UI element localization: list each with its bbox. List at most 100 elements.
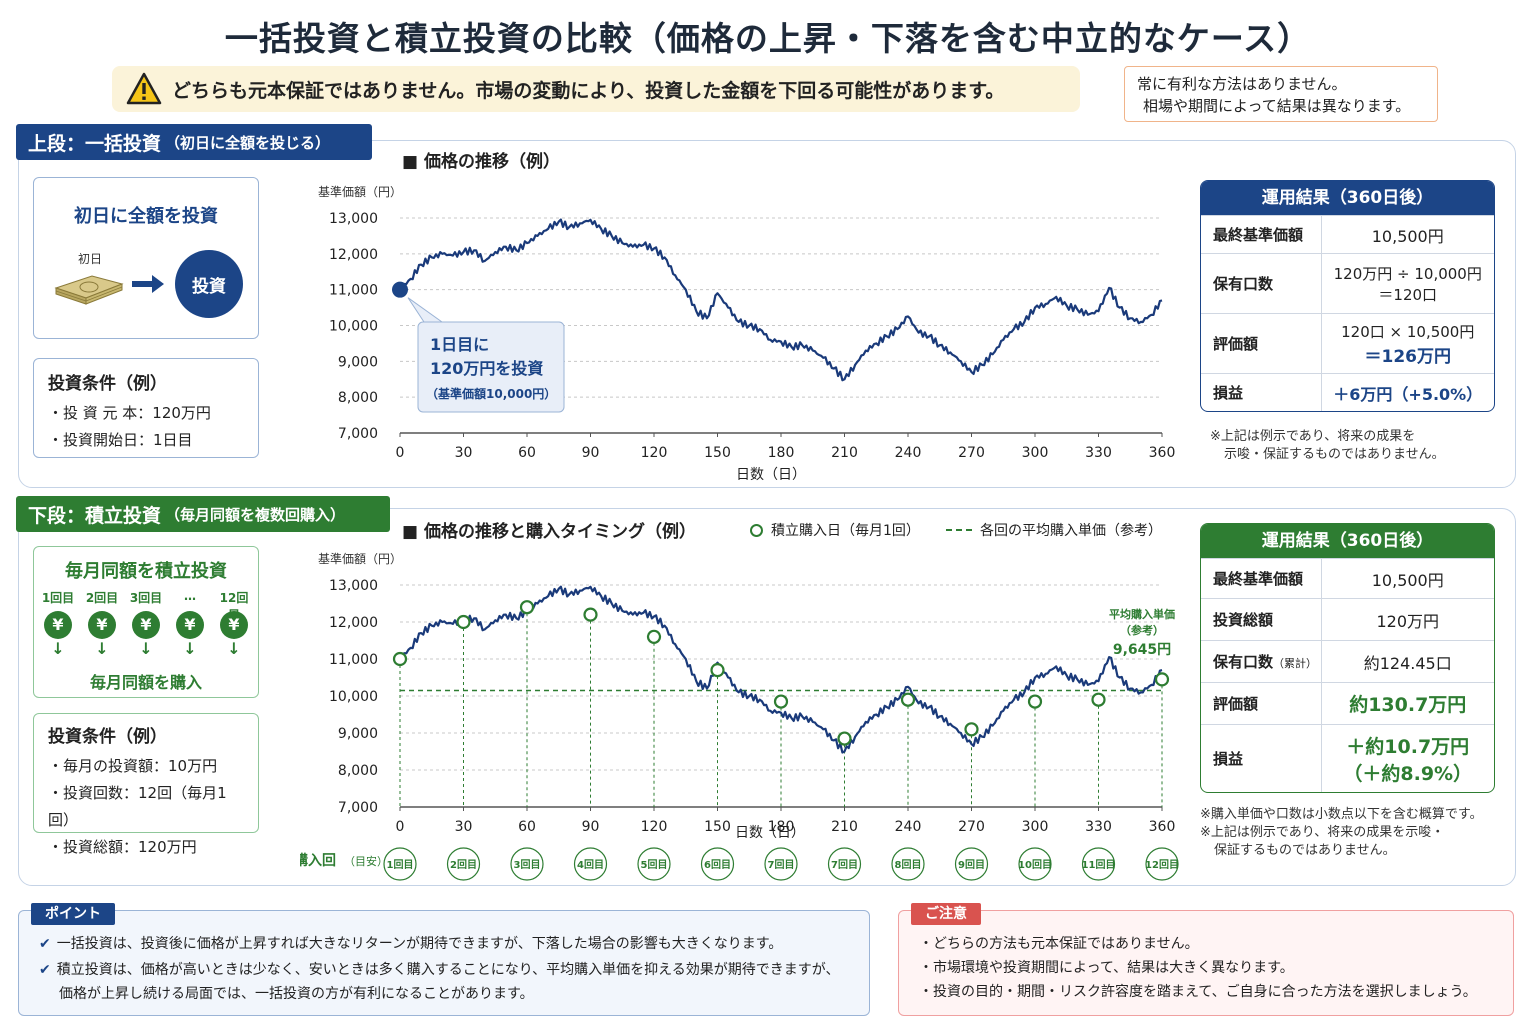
note-line: 相場や期間によって結果は異なります。 bbox=[1143, 97, 1411, 115]
dca-conditions: 投資条件（例） ・毎月の投資額：10万円 ・投資回数：12回（毎月1回） ・投資… bbox=[33, 713, 259, 856]
x-tick-label: 180 bbox=[768, 445, 795, 461]
avg-label: 9,645円 bbox=[1113, 642, 1171, 658]
result-value: ＋約10.7万円 （＋約8.9%） bbox=[1321, 724, 1494, 792]
round-label: 1回目 bbox=[41, 591, 75, 605]
point-box: ポイント ✔ 一括投資は、投資後に価格が上昇すれば大きなリターンが期待できますが、… bbox=[18, 903, 870, 1016]
purchase-point bbox=[1027, 694, 1043, 709]
y-tick-label: 10,000 bbox=[329, 319, 378, 335]
purchase-round-label: 3回目 bbox=[514, 859, 541, 871]
footnote-line: ※購入単価や口数は小数点以下を含む概算です。 bbox=[1200, 807, 1483, 822]
result-key: 最終基準価額 bbox=[1201, 215, 1322, 254]
result-value-line: （＋約8.9%） bbox=[1343, 762, 1473, 785]
lump-sum-illustration: 初日に全額を投資 初日 投資 bbox=[33, 177, 259, 339]
result-key: 損益 bbox=[1201, 724, 1322, 792]
page-title: 一括投資と積立投資の比較（価格の上昇・下落を含む中立的なケース） bbox=[224, 19, 1312, 58]
y-tick-label: 7,000 bbox=[338, 800, 378, 816]
x-tick-label: 240 bbox=[895, 445, 922, 461]
purchase-round-badge bbox=[383, 847, 417, 881]
result-value: ＋6万円（+5.0%） bbox=[1321, 373, 1494, 411]
purchase-round-label: 10回目 bbox=[1018, 859, 1052, 871]
x-tick-label: 360 bbox=[1149, 819, 1176, 835]
result-value-line: ＋約10.7万円 bbox=[1346, 735, 1470, 758]
yen-coin-icon: ¥ bbox=[44, 611, 72, 639]
purchase-point bbox=[900, 692, 916, 707]
result-value: 10,500円 bbox=[1321, 558, 1494, 599]
x-tick-label: 120 bbox=[641, 445, 668, 461]
point-line: ✔ 一括投資は、投資後に価格が上昇すれば大きなリターンが期待できますが、下落した場… bbox=[39, 933, 782, 955]
footnote-line: ※上記は例示であり、将来の成果を bbox=[1210, 429, 1416, 444]
purchase-round-badge bbox=[446, 847, 481, 881]
note-top: 常に有利な方法はありません。 相場や期間によって結果は異なります。 bbox=[1124, 66, 1438, 122]
purchase-round-badge bbox=[891, 847, 925, 881]
y-tick-label: 12,000 bbox=[329, 247, 378, 263]
purchase-round-badge bbox=[700, 847, 735, 881]
section-sub: （初日に全額を投じる） bbox=[165, 133, 331, 152]
purchase-round-badge bbox=[764, 847, 798, 881]
legend-circle-icon bbox=[750, 523, 763, 537]
result-key: 保有口数（累計） bbox=[1201, 640, 1322, 683]
purchase-point bbox=[646, 629, 662, 644]
lump-sum-conditions: 投資条件（例） ・投 資 元 本：120万円 ・投資開始日：1日目 bbox=[33, 358, 259, 458]
purchase-round-label: 2回目 bbox=[450, 859, 477, 871]
purchase-round-label: 11回目 bbox=[1082, 859, 1116, 871]
result-value: 120万円 ÷ 10,000円 ＝120口 bbox=[1321, 253, 1494, 314]
result-header: 運用結果（360日後） bbox=[1201, 181, 1494, 215]
result-key: 投資総額 bbox=[1201, 598, 1322, 641]
note-line: 常に有利な方法はありません。 bbox=[1137, 75, 1347, 93]
callout-box bbox=[417, 321, 565, 413]
result-value: 120万円 bbox=[1321, 598, 1494, 641]
x-tick-label: 360 bbox=[1149, 445, 1176, 461]
condition-item: ・毎月の投資額：10万円 bbox=[48, 757, 218, 775]
x-tick-label: 330 bbox=[1085, 819, 1112, 835]
purchase-row-label: 購入回 bbox=[300, 852, 336, 869]
legend-buy: 積立購入日（毎月1回） bbox=[750, 520, 920, 540]
y-tick-label: 12,000 bbox=[329, 615, 378, 631]
purchase-round-badge bbox=[1018, 847, 1052, 881]
condition-item: ・投資開始日：1日目 bbox=[48, 431, 193, 449]
dca-chart: 基準価額（円） 7,000 8,000 9,000 10,000 11,000 12,000… bbox=[300, 551, 1179, 881]
x-tick-label: 210 bbox=[831, 819, 858, 835]
purchase-round-badge bbox=[954, 847, 989, 881]
purchase-round-label: 4回目 bbox=[577, 859, 604, 871]
result-value-line: 120口 × 10,500円 bbox=[1341, 322, 1475, 341]
x-axis-label: 日数（日） bbox=[735, 825, 805, 841]
caution-line: ・市場環境や投資期間によって、結果は大きく異なります。 bbox=[919, 960, 1294, 976]
caution-line: ・投資の目的・期間・リスク許容度を踏まえて、ご自身に合った方法を選択しましょう。 bbox=[919, 984, 1477, 1000]
day-label: 初日 bbox=[78, 252, 103, 266]
x-axis-label: 日数（日） bbox=[736, 467, 806, 483]
y-tick-label: 13,000 bbox=[329, 578, 378, 594]
x-tick-label: 30 bbox=[455, 819, 473, 835]
invest-circle: 投資 bbox=[175, 250, 243, 318]
result-value-line: ＝120口 bbox=[1378, 285, 1438, 304]
result-key: 最終基準価額 bbox=[1201, 558, 1322, 599]
top-footnote: ※上記は例示であり、将来の成果を 示唆・保証するものではありません。 bbox=[1210, 428, 1445, 464]
x-tick-label: 180 bbox=[768, 819, 795, 835]
round-label: 2回目 bbox=[85, 591, 119, 605]
y-tick-label: 8,000 bbox=[338, 763, 378, 779]
point-line: 価格が上昇し続ける局面では、一括投資の方が有利になることがあります。 bbox=[59, 986, 534, 1002]
point-text: 積立投資は、価格が高いときは少なく、安いときは多く購入することになり、平均購入単… bbox=[56, 962, 840, 978]
purchase-point bbox=[456, 614, 471, 630]
caution-box: ご注意 ・どちらの方法も元本保証ではありません。 ・市場環境や投資期間によって、… bbox=[898, 903, 1514, 1016]
round-label: … bbox=[184, 589, 196, 603]
x-tick-label: 330 bbox=[1085, 445, 1112, 461]
result-value: 10,500円 bbox=[1321, 215, 1494, 254]
purchase-round-label: 1回目 bbox=[387, 859, 414, 871]
footnote-line: 保証するものではありません。 bbox=[1214, 843, 1396, 858]
point-tag: ポイント bbox=[31, 903, 115, 925]
bottom-chart-title: ■ 価格の推移と購入タイミング（例） bbox=[402, 522, 696, 542]
avg-label: 平均購入単価 bbox=[1109, 607, 1175, 621]
purchase-round-label: 12回目 bbox=[1145, 859, 1179, 871]
section-label: 下段：積立投資 bbox=[28, 504, 162, 527]
x-tick-label: 270 bbox=[958, 819, 985, 835]
box-bottom-text: 毎月同額を購入 bbox=[89, 673, 202, 692]
x-tick-label: 240 bbox=[895, 819, 922, 835]
warning-banner: どちらも元本保証ではありません。市場の変動により、投資した金額を下回る可能性があ… bbox=[112, 66, 1080, 112]
y-tick-label: 8,000 bbox=[338, 390, 378, 406]
point-text: 一括投資は、投資後に価格が上昇すれば大きなリターンが期待できますが、下落した場合… bbox=[56, 936, 783, 952]
footnote-line: ※上記は例示であり、将来の成果を示唆・ bbox=[1200, 825, 1445, 840]
purchase-point bbox=[964, 722, 979, 737]
x-tick-label: 30 bbox=[455, 445, 473, 461]
price-line bbox=[399, 218, 1163, 382]
conditions-title: 投資条件（例） bbox=[48, 374, 167, 394]
